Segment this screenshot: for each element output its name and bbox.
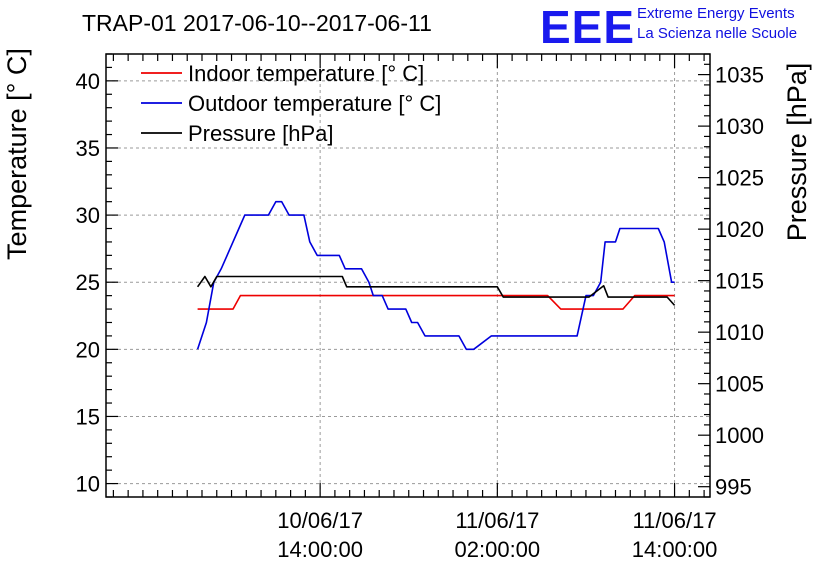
right-tick-label: 1020 xyxy=(715,217,764,242)
right-tick-label: 1005 xyxy=(715,372,764,397)
plot-frame xyxy=(105,53,711,498)
left-tick-label: 10 xyxy=(76,472,100,497)
legend-label: Pressure [hPa] xyxy=(188,121,334,146)
left-tick-label: 25 xyxy=(76,270,100,295)
right-tick-label: 1030 xyxy=(715,114,764,139)
series-indoor-temperature-c xyxy=(197,294,675,310)
axes: 1015202530354099510001005101010151020102… xyxy=(76,53,764,562)
left-tick-label: 15 xyxy=(76,404,100,429)
x-tick-label-date: 10/06/17 xyxy=(277,508,363,533)
eee-logo: EEE Extreme Energy Events La Scienza nel… xyxy=(540,1,797,53)
left-tick-label: 20 xyxy=(76,337,100,362)
right-axis-title: Pressure [hPa] xyxy=(782,63,812,242)
series-pressure-hpa xyxy=(196,275,676,306)
right-tick-label: 995 xyxy=(715,475,752,500)
grid-lines xyxy=(106,54,710,497)
legend: Indoor temperature [° C] Outdoor temperat… xyxy=(141,61,441,146)
right-tick-label: 1015 xyxy=(715,269,764,294)
legend-label: Outdoor temperature [° C] xyxy=(188,91,441,116)
logo-line-2: La Scienza nelle Scuole xyxy=(637,25,797,42)
right-tick-label: 1000 xyxy=(715,423,764,448)
x-tick-label-time: 02:00:00 xyxy=(455,537,541,562)
series-lines xyxy=(196,200,676,351)
x-tick-label-time: 14:00:00 xyxy=(632,537,718,562)
right-tick-label: 1035 xyxy=(715,63,764,88)
legend-label: Indoor temperature [° C] xyxy=(188,61,424,86)
left-axis-title: Temperature [° C] xyxy=(2,48,32,260)
series-outdoor-temperature-c xyxy=(196,200,675,351)
right-tick-label: 1025 xyxy=(715,166,764,191)
x-tick-label-date: 11/06/17 xyxy=(455,508,539,533)
x-tick-label-date: 11/06/17 xyxy=(633,508,717,533)
logo-line-1: Extreme Energy Events xyxy=(637,5,795,22)
logo-mark: EEE xyxy=(540,1,635,53)
left-tick-label: 40 xyxy=(76,69,100,94)
left-tick-label: 35 xyxy=(76,136,100,161)
chart-title: TRAP-01 2017-06-10--2017-06-11 xyxy=(82,10,432,36)
left-tick-label: 30 xyxy=(76,203,100,228)
x-tick-label-time: 14:00:00 xyxy=(277,537,363,562)
right-tick-label: 1010 xyxy=(715,320,764,345)
